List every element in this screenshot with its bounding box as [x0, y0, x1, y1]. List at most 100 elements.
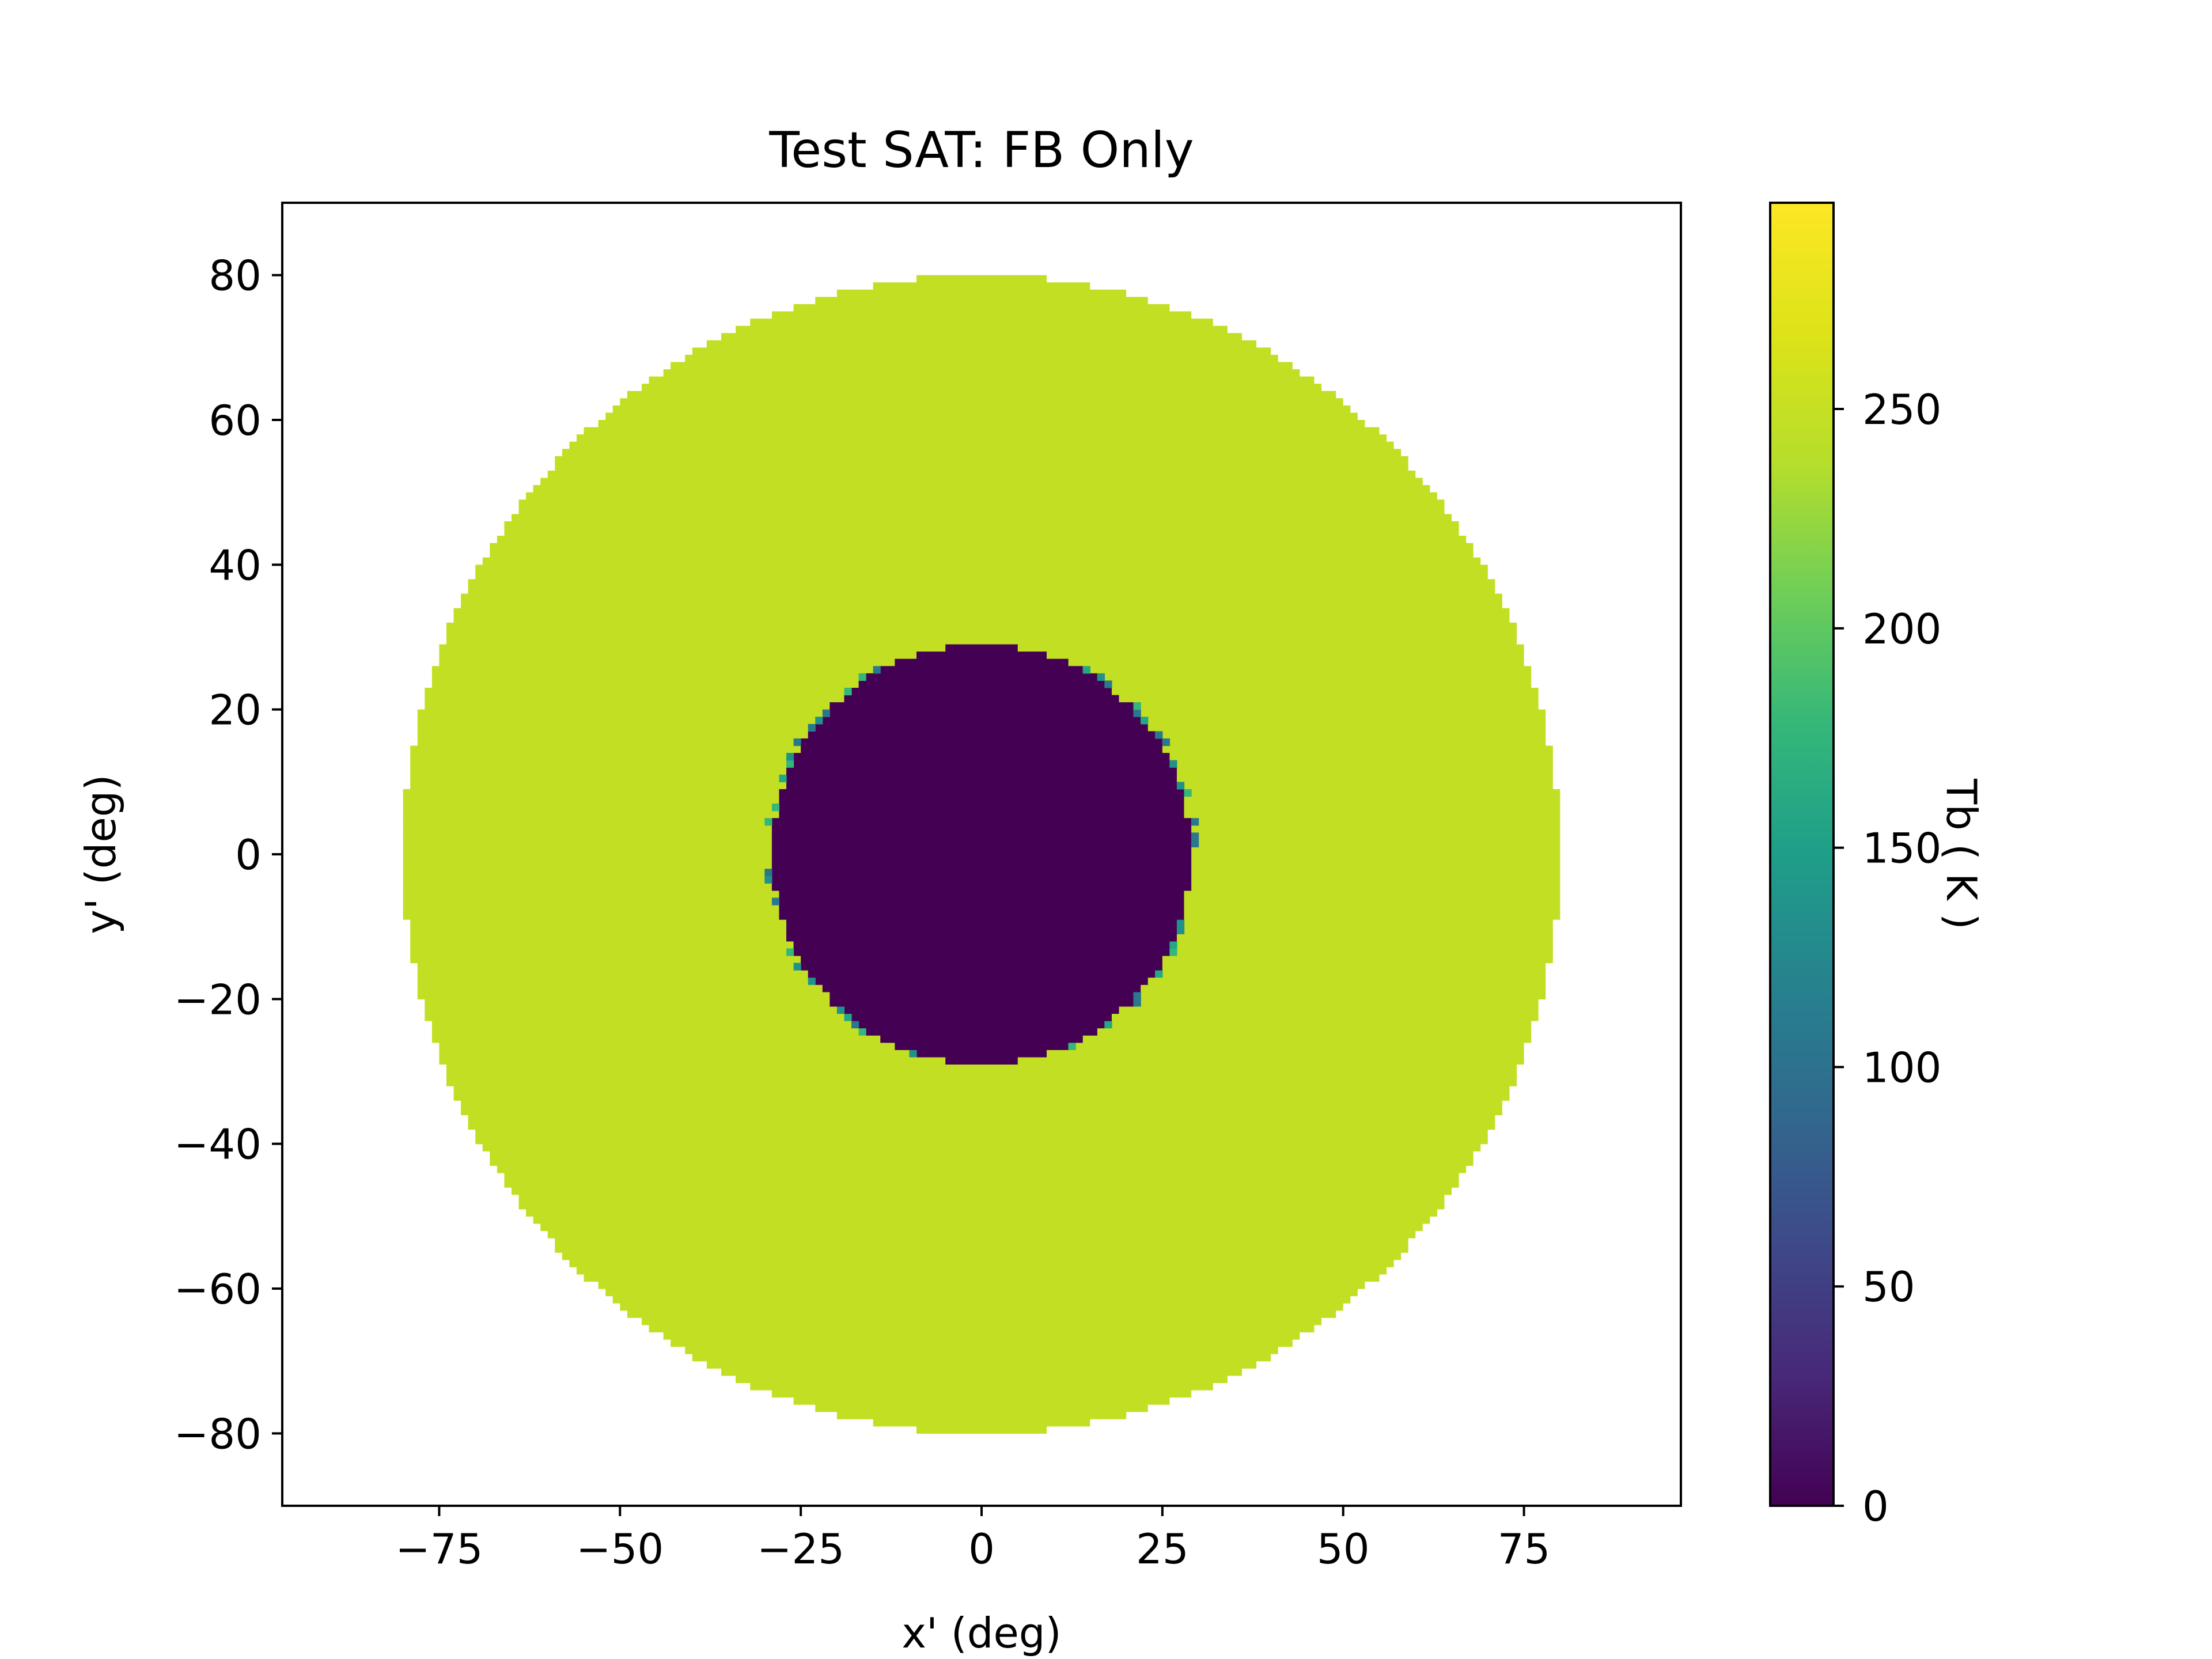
- heatmap-cell: [490, 543, 1474, 551]
- heatmap-cell: [598, 420, 1365, 428]
- heatmap-cell: [779, 789, 1184, 797]
- heatmap-cell: [866, 1028, 1097, 1036]
- heatmap-cell: [771, 818, 1192, 826]
- heatmap-cell: [836, 1411, 1127, 1419]
- heatmap-edge-cell: [779, 774, 787, 782]
- heatmap-cell: [518, 1194, 1445, 1202]
- heatmap-cell: [482, 557, 1481, 565]
- heatmap-edge-cell: [1184, 789, 1192, 797]
- heatmap-edge-cell: [1097, 673, 1105, 681]
- heatmap-cell: [830, 702, 1134, 710]
- heatmap-cell: [880, 1035, 1083, 1043]
- x-tick-label: 25: [1136, 1525, 1189, 1573]
- heatmap-cell: [504, 1172, 1459, 1181]
- heatmap-edge-cell: [771, 897, 780, 906]
- heatmap-cell: [518, 506, 1445, 514]
- heatmap-cell: [771, 839, 1192, 848]
- heatmap-cell: [569, 441, 1394, 449]
- heatmap-cell: [844, 695, 1119, 703]
- heatmap-cell: [786, 934, 1177, 942]
- heatmap-edge-cell: [1155, 731, 1163, 739]
- y-tick-label: 80: [209, 252, 262, 300]
- heatmap-cell: [721, 333, 1242, 341]
- heatmap-cell: [945, 1056, 1018, 1065]
- heatmap-cell: [771, 883, 1192, 891]
- heatmap-cell: [793, 304, 1170, 312]
- heatmap-cell: [461, 1100, 1502, 1108]
- colorbar-tick-label: 150: [1862, 824, 1941, 873]
- heatmap-cell: [801, 738, 1162, 747]
- heatmap-cell: [446, 1078, 1517, 1086]
- heatmap-cell: [815, 1404, 1148, 1412]
- heatmap-edge-cell: [1133, 709, 1141, 717]
- heatmap-cell: [446, 1071, 1517, 1080]
- colorbar-tick-label: 50: [1862, 1263, 1915, 1311]
- heatmap-cell: [692, 347, 1271, 355]
- colorbar: [1769, 202, 1835, 1507]
- heatmap-cell: [504, 1180, 1459, 1188]
- heatmap-cell: [461, 601, 1502, 609]
- heatmap-edge-cell: [764, 876, 772, 884]
- heatmap-edge-cell: [1133, 999, 1141, 1007]
- heatmap-edge-cell: [764, 818, 772, 826]
- heatmap-cell: [518, 499, 1445, 507]
- heatmap-cell: [555, 1245, 1408, 1253]
- heatmap-cell: [453, 1086, 1510, 1094]
- heatmap-cell: [547, 1230, 1416, 1238]
- heatmap-cell: [822, 717, 1141, 725]
- heatmap-edge-cell: [1082, 666, 1090, 674]
- heatmap-cell: [685, 354, 1278, 363]
- heatmap-edge-cell: [1191, 818, 1199, 826]
- heatmap-edge-cell: [1176, 782, 1185, 790]
- heatmap-edge-cell: [1104, 1021, 1112, 1029]
- heatmap-edge-cell: [1169, 760, 1177, 768]
- heatmap-cell: [584, 427, 1380, 435]
- heatmap-cell: [771, 876, 1192, 884]
- heatmap-cell: [945, 644, 1018, 652]
- heatmap-cell: [562, 449, 1402, 457]
- heatmap-edge-cell: [786, 760, 794, 768]
- colorbar-tick-label: 200: [1862, 605, 1941, 653]
- heatmap-cell: [895, 658, 1069, 666]
- heatmap-cell: [836, 289, 1127, 297]
- heatmap-cell: [779, 796, 1184, 804]
- x-tick-label: 0: [968, 1525, 995, 1573]
- heatmap-edge-cell: [1141, 717, 1149, 725]
- heatmap-cell: [750, 1382, 1213, 1391]
- heatmap-cell: [468, 1115, 1495, 1123]
- heatmap-cell: [468, 586, 1495, 594]
- heatmap-cell: [461, 593, 1502, 601]
- heatmap-cell: [771, 825, 1192, 833]
- heatmap-edge-cell: [1162, 738, 1171, 747]
- heatmap-cell: [706, 340, 1257, 348]
- heatmap-cell: [446, 637, 1517, 645]
- heatmap-cell: [576, 434, 1387, 442]
- heatmap-cell: [779, 897, 1184, 906]
- heatmap-cell: [605, 412, 1358, 421]
- heatmap-cell: [446, 1064, 1517, 1072]
- x-tick-label: −50: [576, 1525, 664, 1573]
- heatmap-cell: [663, 369, 1300, 377]
- heatmap-cell: [468, 1122, 1495, 1130]
- heatmap-cell: [706, 1361, 1257, 1369]
- heatmap-cell: [627, 391, 1336, 399]
- heatmap-cell: [461, 1107, 1502, 1115]
- heatmap-cell: [851, 687, 1112, 696]
- heatmap-cell: [844, 1006, 1119, 1014]
- x-tick-label: 75: [1498, 1525, 1551, 1573]
- heatmap-cell: [576, 1267, 1387, 1275]
- heatmap-cell: [801, 745, 1162, 753]
- heatmap-cell: [453, 615, 1510, 623]
- heatmap-cell: [880, 666, 1083, 674]
- heatmap-cell: [526, 1209, 1437, 1217]
- heatmap-edge-cell: [815, 717, 823, 725]
- heatmap-cell: [540, 478, 1423, 486]
- heatmap-cell: [786, 782, 1177, 790]
- heatmap-cell: [786, 926, 1177, 934]
- heatmap-cell: [584, 1274, 1380, 1282]
- y-tick-label: 40: [209, 541, 262, 589]
- heatmap-cell: [620, 1303, 1343, 1311]
- heatmap-cell: [468, 579, 1495, 587]
- heatmap-edge-cell: [1176, 919, 1185, 927]
- heatmap-cell: [555, 463, 1408, 471]
